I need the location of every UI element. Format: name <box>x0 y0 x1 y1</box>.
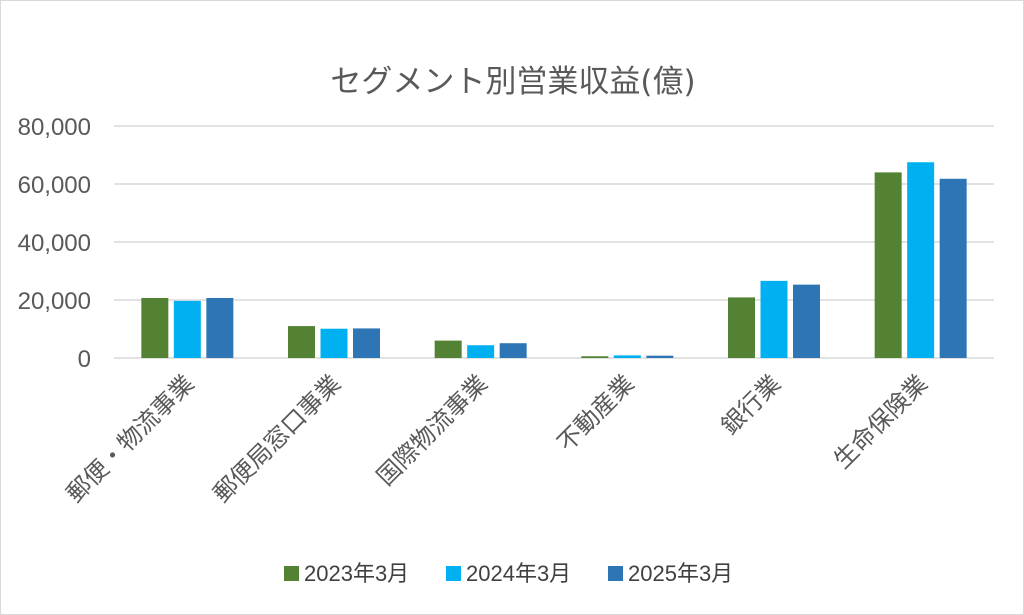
x-axis: 郵便・物流事業 郵便局窓口事業 国際物流事業 不動産業 銀行業 生命保険業 <box>61 369 933 508</box>
y-tick-label: 60,000 <box>18 172 91 199</box>
bar-1-4 <box>581 356 609 358</box>
bar-2-1 <box>173 300 201 358</box>
bar-1-5 <box>728 297 755 358</box>
y-tick-label: 40,000 <box>18 230 91 257</box>
bar-3-1 <box>206 297 234 358</box>
x-tick-label: 郵便局窓口事業 <box>208 369 347 508</box>
y-tick-label: 0 <box>78 346 91 373</box>
legend-swatch-3 <box>608 566 623 581</box>
bar-2-6 <box>907 162 935 358</box>
legend-label-2: 2024年3月 <box>466 561 571 586</box>
legend-label-3: 2025年3月 <box>628 561 733 586</box>
bar-3-3 <box>499 343 527 358</box>
x-tick-label: 生命保険業 <box>828 369 933 474</box>
legend-swatch-1 <box>284 566 299 581</box>
bar-3-2 <box>353 328 380 358</box>
legend-label-1: 2023年3月 <box>304 561 409 586</box>
bar-2-2 <box>320 328 348 358</box>
bar-1-1 <box>141 297 169 358</box>
x-tick-label: 銀行業 <box>716 369 787 440</box>
bar-2-5 <box>760 280 788 358</box>
y-tick-label: 80,000 <box>18 114 91 141</box>
grid-layer <box>114 125 994 359</box>
bar-2-3 <box>467 345 495 358</box>
y-axis: 0 20,000 40,000 60,000 80,000 <box>18 114 91 373</box>
bar-3-4 <box>646 355 674 358</box>
bar-3-5 <box>793 284 820 358</box>
y-tick-label: 20,000 <box>18 288 91 315</box>
legend: 2023年3月 2024年3月 2025年3月 <box>284 561 733 586</box>
chart-title: セグメント別営業収益(億) <box>330 64 695 100</box>
legend-swatch-2 <box>446 566 461 581</box>
x-tick-label: 国際物流事業 <box>371 369 493 491</box>
bar-2-4 <box>613 355 641 358</box>
bar-3-6 <box>939 178 967 358</box>
x-tick-label: 不動産業 <box>552 369 640 457</box>
x-tick-label: 郵便・物流事業 <box>61 369 200 508</box>
bar-1-3 <box>434 340 462 358</box>
bar-1-2 <box>288 326 315 358</box>
bars <box>141 162 967 358</box>
bar-1-6 <box>874 172 902 358</box>
